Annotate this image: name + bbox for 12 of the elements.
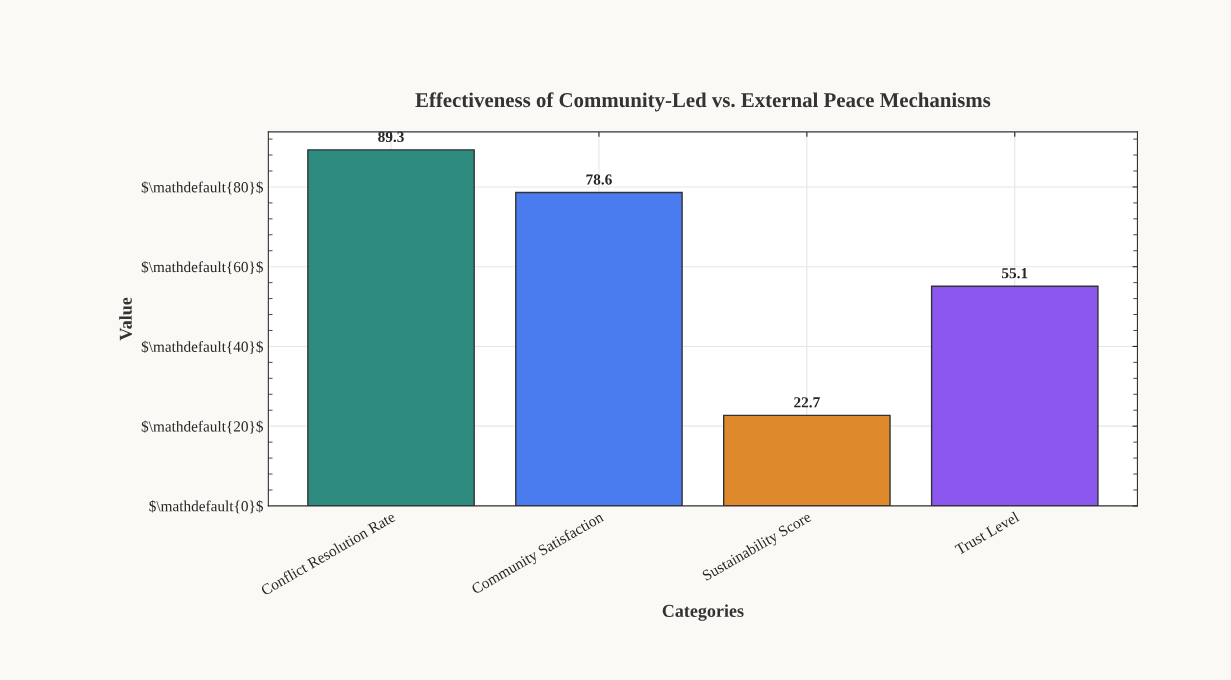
- y-tick-label: $\mathdefault{60}$: [141, 260, 264, 275]
- y-axis-title: Value: [119, 297, 132, 341]
- y-tick-label: $\mathdefault{80}$: [141, 181, 264, 195]
- y-tick-label: $\mathdefault{40}$: [141, 340, 264, 354]
- data-label: 22.7: [794, 397, 820, 408]
- data-label: 55.1: [1002, 268, 1028, 279]
- x-axis-title: Categories: [662, 604, 744, 621]
- data-label: 78.6: [586, 174, 612, 185]
- y-tick-label: $\mathdefault{0}$: [149, 500, 264, 514]
- chart-title: Effectiveness of Community-Led vs. External Peace Mechanisms: [415, 92, 991, 112]
- y-tick-label: $\mathdefault{20}$: [141, 420, 264, 434]
- data-label: 89.3: [378, 131, 404, 143]
